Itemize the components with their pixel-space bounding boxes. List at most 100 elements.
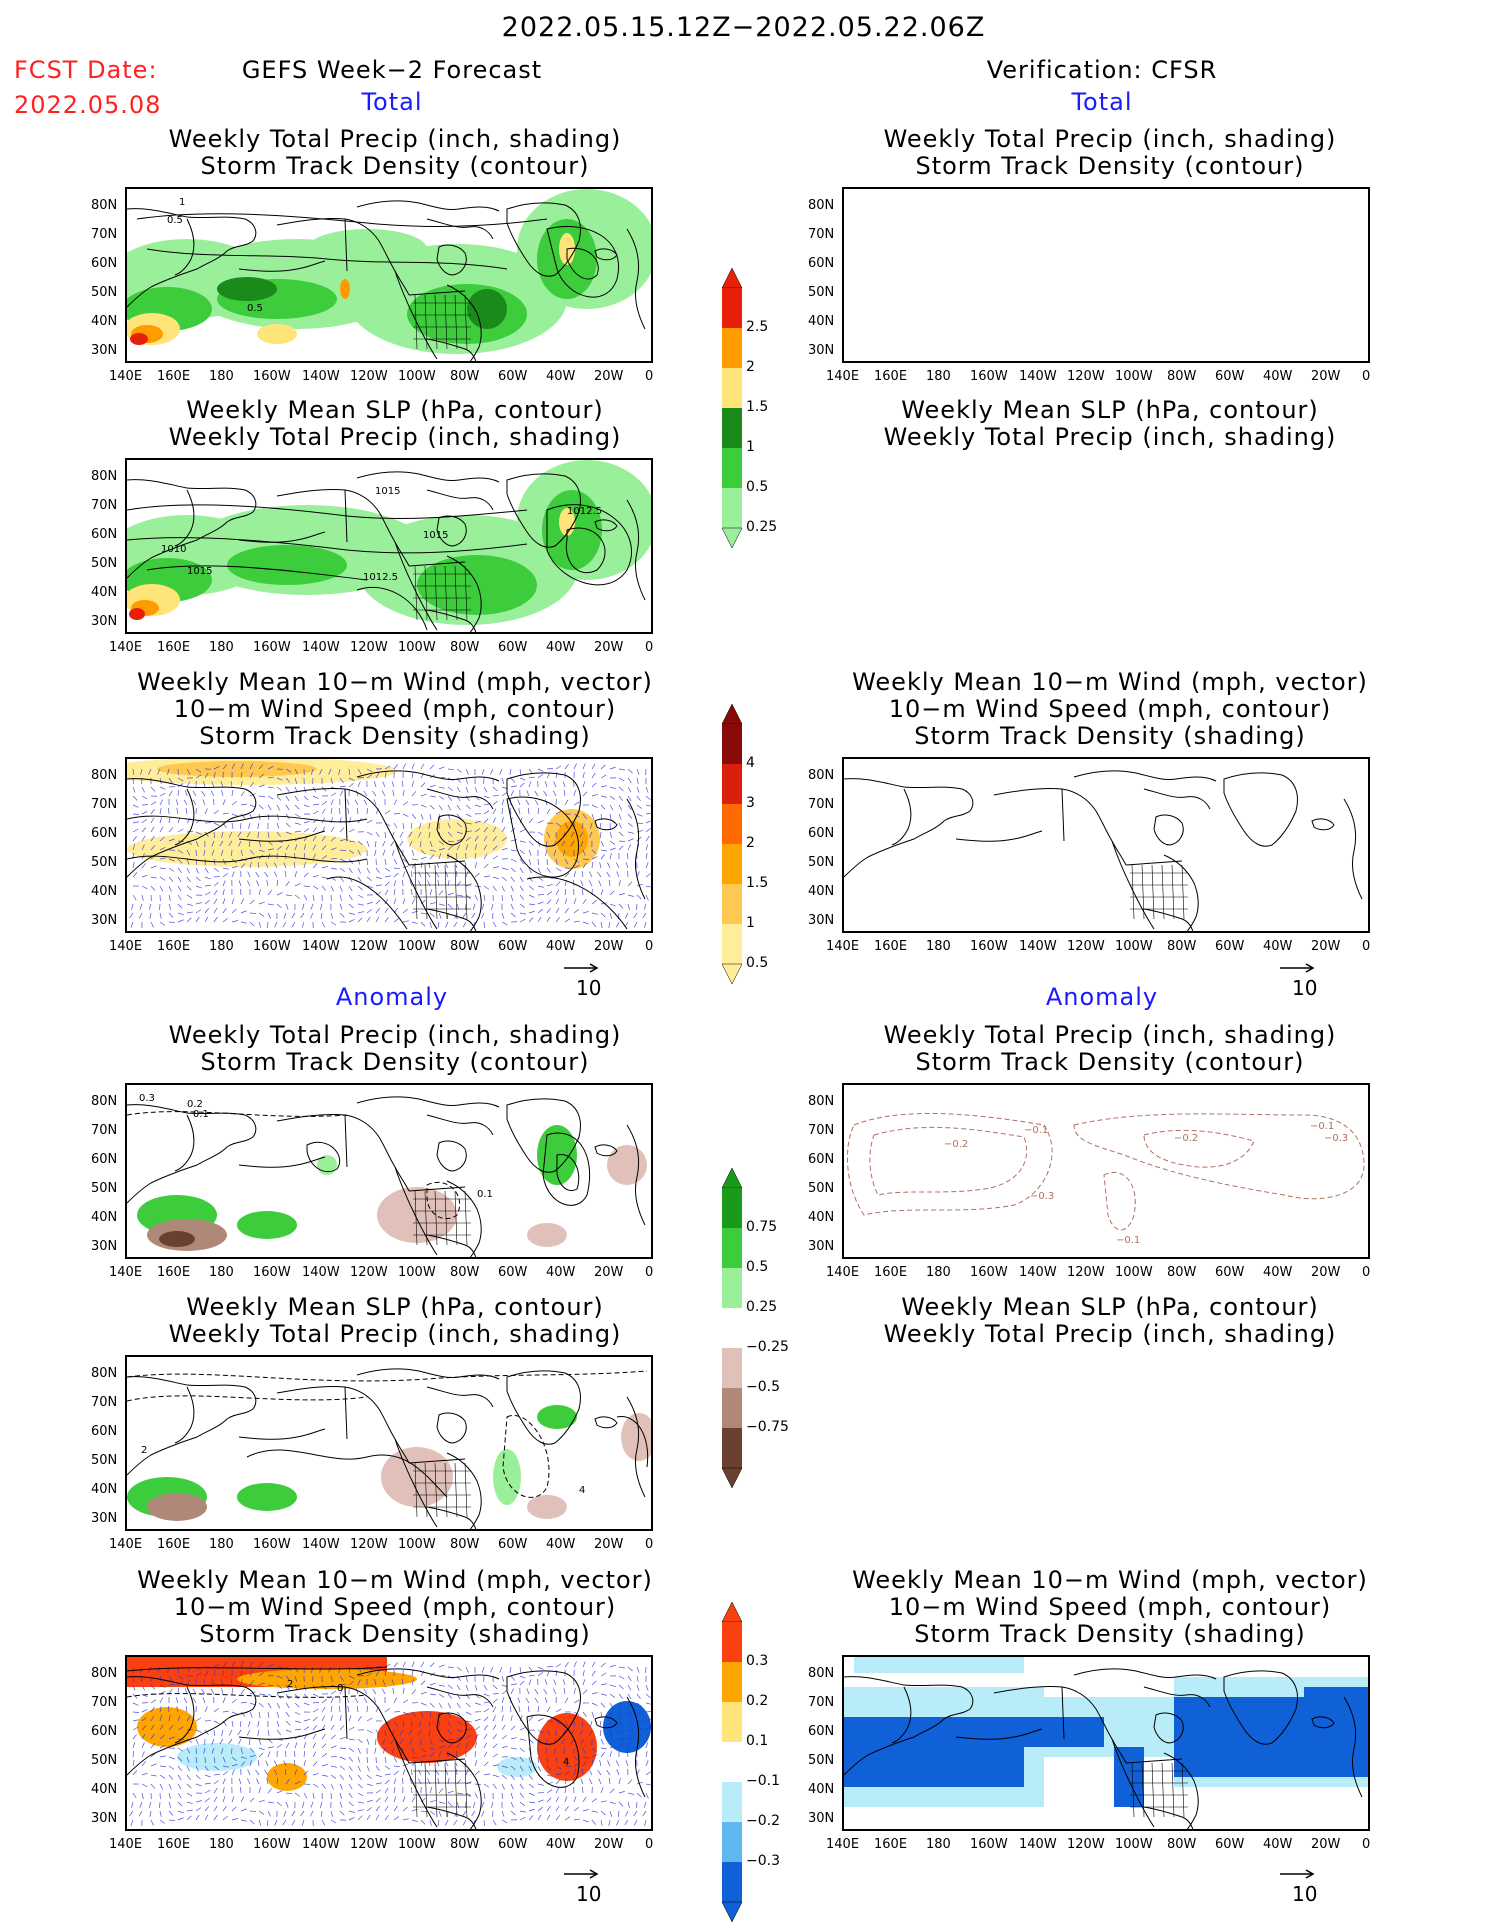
p1-lat-label: 30N xyxy=(91,343,118,358)
v6-lon-label: 180 xyxy=(926,1837,951,1852)
fcst-date-value: 2022.05.08 xyxy=(14,91,162,119)
v3-lon-label: 0 xyxy=(1362,939,1371,954)
p2-lon-label: 180 xyxy=(209,640,234,655)
v1-lon-label: 180 xyxy=(926,369,951,384)
v6-lon-label: 160W xyxy=(970,1837,1008,1852)
precip-area xyxy=(407,284,527,344)
p6-title: Weekly Mean 10−m Wind (mph, vector) 10−m… xyxy=(115,1567,675,1648)
p2-title-line2: Weekly Total Precip (inch, shading) xyxy=(168,423,622,451)
p1-lat-label: 70N xyxy=(91,227,118,242)
p4-lat-label: 30N xyxy=(91,1239,118,1254)
storm-anomaly-area xyxy=(1304,1687,1368,1747)
precip-area xyxy=(217,277,277,301)
p6-title-line1: Weekly Mean 10−m Wind (mph, vector) xyxy=(137,1566,653,1594)
precip-anomaly-area xyxy=(527,1223,567,1247)
v4-lon-label: 160W xyxy=(970,1265,1008,1280)
colorbar-storm-anomaly-swatch xyxy=(722,1702,742,1742)
colorbar-precip-total-swatch xyxy=(722,448,742,488)
map-canvas xyxy=(127,759,651,931)
precip-anomaly-area xyxy=(147,1493,207,1521)
v6-title-line2: 10−m Wind Speed (mph, contour) xyxy=(888,1593,1332,1621)
colorbar-precip-anomaly-swatch xyxy=(722,1188,742,1228)
colorbar-precip-total-swatch xyxy=(722,328,742,368)
storm-anomaly-area xyxy=(844,1717,1024,1787)
p1-lat-label: 60N xyxy=(91,256,118,271)
v1-lon-label: 100W xyxy=(1115,369,1153,384)
wind-vectors xyxy=(129,763,651,929)
colorbar-storm-anomaly-label: −0.3 xyxy=(746,1853,780,1869)
colorbar-storm-anomaly-label: −0.2 xyxy=(746,1813,780,1829)
vector-ref-arrow-v6: 10 xyxy=(1278,1868,1334,1906)
v6-lat-label: 50N xyxy=(808,1753,835,1768)
map-canvas: −0.1−0.2−0.3−0.2−0.1−0.3−0.1 xyxy=(846,1112,1365,1246)
v1-lat-label: 70N xyxy=(808,227,835,242)
p6-lon-label: 140W xyxy=(302,1837,340,1852)
contour-line xyxy=(146,248,508,270)
map-canvas xyxy=(844,189,1368,361)
p4-lon-label: 140W xyxy=(302,1265,340,1280)
precip-area xyxy=(129,608,145,620)
p2-contour-label: 1015 xyxy=(375,486,400,497)
contour-line xyxy=(127,815,368,823)
v4-title-line2: Storm Track Density (contour) xyxy=(915,1048,1305,1076)
colorbar-storm-anomaly-label: 0.1 xyxy=(746,1733,769,1749)
left-anomaly-label: Anomaly xyxy=(335,983,449,1011)
p4-lon-label: 160W xyxy=(253,1265,291,1280)
contour-line xyxy=(127,1370,648,1382)
p6-title-line3: Storm Track Density (shading) xyxy=(199,1620,591,1648)
v1-lon-label: 40W xyxy=(1263,369,1293,384)
colorbar-storm-total-label: 1.5 xyxy=(746,875,769,891)
contour-line xyxy=(326,876,408,930)
contour-line xyxy=(127,504,528,519)
p5-lon-label: 40W xyxy=(546,1537,576,1552)
v6-title-line3: Storm Track Density (shading) xyxy=(914,1620,1306,1648)
p2-lon-label: 140E xyxy=(109,640,143,655)
colorbar-precip-total-top-cap xyxy=(721,268,743,289)
p6-contour-label: 0 xyxy=(337,1683,343,1694)
p3-lon-label: 20W xyxy=(594,939,624,954)
v4-contour-label: −0.1 xyxy=(1310,1121,1334,1132)
p6-lon-label: 160W xyxy=(253,1837,291,1852)
colorbar-precip-anomaly-label: −0.25 xyxy=(746,1339,789,1355)
colorbar-storm-anomaly-swatch xyxy=(722,1742,742,1782)
v1-lat-label: 40N xyxy=(808,314,835,329)
p1-forecast-precip-map: 1 0.5 0.5 xyxy=(125,187,653,363)
p5-lon-label: 140W xyxy=(302,1537,340,1552)
p5-lon-label: 20W xyxy=(594,1537,624,1552)
p3-lon-label: 140W xyxy=(302,939,340,954)
p4-title-line1: Weekly Total Precip (inch, shading) xyxy=(168,1021,622,1049)
contour-line xyxy=(146,565,368,581)
contour-line xyxy=(869,1126,1028,1196)
coastline xyxy=(127,770,646,931)
v4-lat-label: 80N xyxy=(808,1094,835,1109)
v6-lon-label: 120W xyxy=(1067,1837,1105,1852)
v6-lon-label: 20W xyxy=(1311,1837,1341,1852)
v4-contour-label: −0.1 xyxy=(1116,1235,1140,1246)
p3-lat-label: 80N xyxy=(91,768,118,783)
p2-title: Weekly Mean SLP (hPa, contour) Weekly To… xyxy=(115,397,675,451)
contour-line xyxy=(506,796,579,878)
p2-lon-label: 80W xyxy=(450,640,480,655)
v3-lat-label: 70N xyxy=(808,797,835,812)
p4-title-line2: Storm Track Density (contour) xyxy=(200,1048,590,1076)
v1-lon-label: 80W xyxy=(1167,369,1197,384)
contour-line xyxy=(426,1181,461,1220)
v1-title-line2: Storm Track Density (contour) xyxy=(915,152,1305,180)
v1-lon-label: 60W xyxy=(1215,369,1245,384)
v6-lon-label: 60W xyxy=(1215,1837,1245,1852)
v3-title: Weekly Mean 10−m Wind (mph, vector) 10−m… xyxy=(830,669,1390,750)
precip-anomaly-area xyxy=(607,1145,647,1185)
contour-line xyxy=(306,1141,341,1173)
p1-title: Weekly Total Precip (inch, shading) Stor… xyxy=(115,126,675,180)
vector-ref-label-v3: 10 xyxy=(1292,976,1318,1000)
p5-lon-label: 60W xyxy=(498,1537,528,1552)
colorbar-storm-total-swatch xyxy=(722,804,742,844)
p4-lat-label: 60N xyxy=(91,1152,118,1167)
colorbar-storm-anomaly-label: 0.2 xyxy=(746,1693,769,1709)
p3-lon-label: 140E xyxy=(109,939,143,954)
p1-lat-label: 80N xyxy=(91,198,118,213)
coastline xyxy=(127,1096,646,1257)
p1-lon-label: 0 xyxy=(645,369,654,384)
colorbar-precip-anomaly-swatch xyxy=(722,1268,742,1308)
